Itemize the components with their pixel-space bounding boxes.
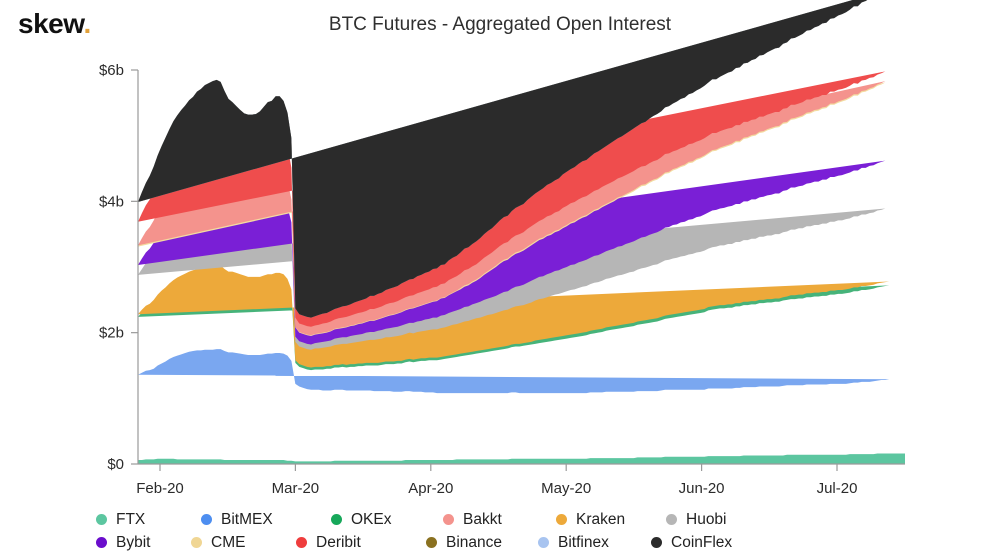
brand-name: skew: [18, 8, 84, 39]
legend-swatch-icon: [426, 537, 437, 548]
legend-label: FTX: [116, 510, 146, 528]
legend-swatch-icon: [331, 514, 342, 525]
legend-swatch-icon: [666, 514, 677, 525]
legend-label: Deribit: [316, 533, 361, 551]
legend-label: CoinFlex: [671, 533, 733, 551]
legend-item-huobi[interactable]: Huobi: [666, 508, 771, 531]
y-axis-ticks: $0 $2b $4b $6b: [99, 62, 138, 473]
legend-swatch-icon: [443, 514, 454, 525]
legend-label: Binance: [446, 533, 503, 551]
y-tick-label: $2b: [99, 325, 124, 342]
chart-plot-area: $0 $2b $4b $6b Feb-20 Mar-20 Apr-20 May-20 Jun-…: [99, 0, 905, 497]
legend-item-bitmex[interactable]: BitMEX: [201, 508, 331, 531]
y-tick-label: $4b: [99, 193, 124, 210]
legend-item-coinflex[interactable]: CoinFlex: [651, 531, 761, 554]
legend-label: Huobi: [686, 510, 727, 528]
skew-logo: skew.: [18, 10, 91, 38]
page-title: BTC Futures - Aggregated Open Interest: [328, 14, 672, 35]
series-areas: [138, 0, 905, 464]
legend-item-binance[interactable]: Binance: [426, 531, 538, 554]
legend-item-bakkt[interactable]: Bakkt: [443, 508, 556, 531]
legend-item-deribit[interactable]: Deribit: [296, 531, 426, 554]
legend-swatch-icon: [201, 514, 212, 525]
chart-axes: [137, 70, 905, 465]
x-tick-label: Apr-20: [408, 480, 453, 497]
legend-swatch-icon: [191, 537, 202, 548]
x-tick-label: Mar-20: [272, 480, 320, 497]
legend-swatch-icon: [538, 537, 549, 548]
x-tick-label: Jul-20: [817, 480, 858, 497]
y-tick-label: $6b: [99, 62, 124, 79]
x-tick-label: May-20: [541, 480, 591, 497]
legend-label: Bakkt: [463, 510, 502, 528]
legend-label: Bybit: [116, 533, 151, 551]
legend-item-bitfinex[interactable]: Bitfinex: [538, 531, 651, 554]
legend-item-ftx[interactable]: FTX: [96, 508, 201, 531]
legend-swatch-icon: [651, 537, 662, 548]
x-tick-label: Jun-20: [679, 480, 725, 497]
legend-item-okex[interactable]: OKEx: [331, 508, 443, 531]
stacked-area-chart: $0 $2b $4b $6b Feb-20 Mar-20 Apr-20 May-20 Jun-…: [99, 0, 905, 497]
legend-swatch-icon: [96, 514, 107, 525]
legend-item-kraken[interactable]: Kraken: [556, 508, 666, 531]
legend-label: CME: [211, 533, 246, 551]
area-series-ftx: [138, 453, 905, 464]
legend-label: BitMEX: [221, 510, 273, 528]
legend-label: Bitfinex: [558, 533, 609, 551]
legend-label: OKEx: [351, 510, 392, 528]
legend-item-cme[interactable]: CME: [191, 531, 296, 554]
area-series-bitmex: [138, 349, 890, 394]
legend-item-bybit[interactable]: Bybit: [96, 531, 191, 554]
chart-legend: FTX BitMEX OKEx Bakkt Kraken Huobi Bybit CME Der…: [96, 508, 856, 554]
x-tick-label: Feb-20: [136, 480, 184, 497]
y-tick-label: $0: [107, 456, 124, 473]
x-axis-ticks: Feb-20 Mar-20 Apr-20 May-20 Jun-20 Jul-20: [136, 464, 857, 497]
legend-swatch-icon: [556, 514, 567, 525]
area-series-coinflex: [138, 0, 868, 318]
brand-dot: .: [83, 8, 91, 39]
legend-swatch-icon: [296, 537, 307, 548]
legend-swatch-icon: [96, 537, 107, 548]
legend-label: Kraken: [576, 510, 626, 528]
